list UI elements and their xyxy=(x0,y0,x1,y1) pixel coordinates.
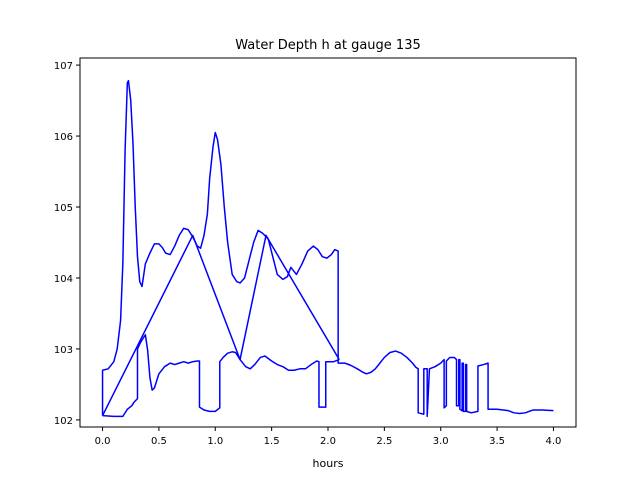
y-tick-label: 103 xyxy=(54,345,73,356)
series-line-1 xyxy=(101,79,554,418)
x-tick-label: 0.0 xyxy=(95,436,111,447)
x-tick-label: 1.0 xyxy=(207,436,223,447)
x-tick-label: 4.0 xyxy=(546,436,562,447)
x-axis-label: hours xyxy=(313,457,344,470)
x-tick-label: 3.0 xyxy=(433,436,449,447)
series-line-3 xyxy=(102,334,340,418)
y-tick-label: 106 xyxy=(54,132,73,143)
x-tick-label: 2.5 xyxy=(376,436,392,447)
x-tick-label: 1.5 xyxy=(264,436,280,447)
x-tick-label: 3.5 xyxy=(489,436,505,447)
y-tick-label: 107 xyxy=(54,61,73,72)
series-layer xyxy=(101,79,554,418)
y-axis: 102 103 104 105 106 107 xyxy=(54,61,80,427)
y-tick-label: 105 xyxy=(54,203,73,214)
x-tick-label: 0.5 xyxy=(151,436,167,447)
y-tick-label: 102 xyxy=(54,416,73,427)
x-axis: 0.0 0.5 1.0 1.5 2.0 2.5 3.0 3.5 4.0 xyxy=(95,427,562,447)
y-tick-label: 104 xyxy=(54,274,73,285)
x-tick-label: 2.0 xyxy=(320,436,336,447)
chart-title: Water Depth h at gauge 135 xyxy=(235,38,421,53)
